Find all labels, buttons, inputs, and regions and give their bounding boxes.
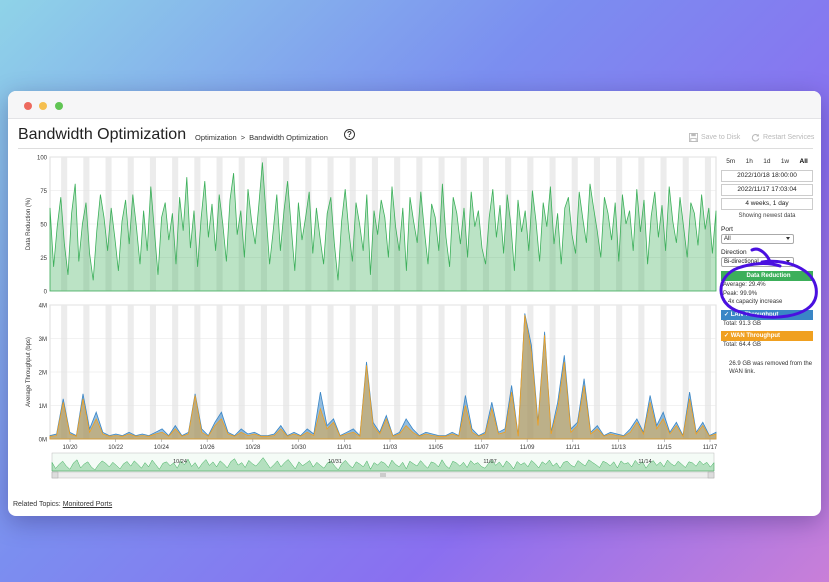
bandwidth-charts[interactable]: 0 25 50 75 100 Data Reduction (%) 0M 1M 2M 3M 4M Av…	[18, 153, 718, 493]
restart-services-label: Restart Services	[763, 134, 815, 141]
x-tick-label: 11/01	[337, 445, 352, 451]
lan-throughput-title: LAN Throughput	[730, 311, 779, 318]
lan-throughput-legend[interactable]: ✓ LAN Throughput	[721, 309, 813, 320]
breadcrumb-optimization[interactable]: Optimization	[195, 133, 237, 142]
header-divider	[18, 148, 813, 149]
scroll-right-button	[707, 471, 715, 479]
question-circle-icon[interactable]: ?	[344, 129, 355, 140]
x-tick-label: 10/30	[291, 445, 307, 451]
y-tick-label: 3M	[39, 337, 47, 343]
monitored-ports-link[interactable]: Monitored Ports	[62, 501, 113, 508]
y-tick-label: 75	[40, 189, 47, 195]
y-tick-label: 0M	[39, 438, 47, 444]
x-tick-label: 10/26	[200, 445, 216, 451]
direction-select-value: Bi-directional	[724, 259, 759, 265]
wan-throughput-title: WAN Throughput	[730, 333, 781, 339]
charts-container: 0 25 50 75 100 Data Reduction (%) 0M 1M 2M 3M 4M Av…	[18, 153, 718, 493]
y-tick-label: 25	[40, 256, 47, 262]
x-tick-label: 10/28	[245, 445, 261, 451]
wan-savings-summary: 26.9 GB was removed from the WAN link.	[729, 360, 813, 376]
wan-throughput-legend[interactable]: ✓ WAN Throughput	[721, 331, 813, 341]
y-tick-label: 100	[37, 156, 48, 162]
save-to-disk-label: Save to Disk	[701, 134, 741, 141]
range-tab-1d[interactable]: 1d	[763, 157, 771, 165]
related-topics-label: Related Topics:	[13, 501, 61, 508]
range-tabs: 5m 1h 1d 1w All	[721, 155, 813, 167]
wan-area-series	[49, 315, 717, 440]
save-to-disk-button[interactable]: Save to Disk	[689, 133, 740, 142]
x-tick-label: 11/15	[657, 445, 672, 451]
end-date-field[interactable]: 2022/11/17 17:03:04	[721, 184, 813, 196]
related-topics: Related Topics: Monitored Ports	[13, 501, 112, 508]
x-tick-label: 11/03	[383, 445, 398, 451]
breadcrumb-separator: >	[240, 133, 246, 142]
direction-select[interactable]: Bi-directional	[721, 257, 794, 267]
zoom-window-button[interactable]	[55, 102, 63, 110]
check-icon: ✓	[724, 333, 731, 339]
x-tick-label: 11/05	[428, 445, 443, 451]
minimize-window-button[interactable]	[39, 102, 47, 110]
x-tick-label: 10/20	[62, 445, 78, 451]
x-tick-label: 11/13	[611, 445, 626, 451]
navigator-series	[51, 457, 715, 472]
y-tick-label: 4M	[39, 304, 47, 310]
restart-services-button[interactable]: Restart Services	[751, 133, 814, 142]
y-axis-label: Data Reduction (%)	[26, 198, 32, 250]
y-tick-label: 1M	[39, 404, 47, 410]
reduction-area-series	[49, 162, 717, 292]
chevron-down-icon	[786, 260, 790, 263]
port-label: Port	[721, 226, 733, 233]
scroll-thumb	[380, 473, 386, 477]
range-tab-1w[interactable]: 1w	[780, 157, 790, 165]
duration-field: 4 weeks, 1 day	[721, 198, 813, 210]
x-tick-label: 11/09	[520, 445, 535, 451]
data-reduction-peak: Peak: 99.9%	[723, 290, 758, 297]
chevron-down-icon	[786, 237, 790, 240]
scroll-left-button	[51, 471, 59, 479]
lan-throughput-total: Total: 91.3 GB	[723, 320, 762, 327]
x-tick-label: 10/24	[154, 445, 170, 451]
app-window: Bandwidth Optimization Optimization > Band…	[8, 91, 821, 516]
breadcrumb-current: Bandwidth Optimization	[249, 133, 328, 142]
x-tick-label: 11/07	[474, 445, 489, 451]
range-tab-1h[interactable]: 1h	[745, 157, 753, 165]
range-tab-5m[interactable]: 5m	[726, 157, 736, 165]
side-panel: 5m 1h 1d 1w All 2022/10/18 18:00:00 2022…	[721, 155, 813, 377]
wan-throughput-total: Total: 64.4 GB	[723, 342, 762, 348]
start-date-field[interactable]: 2022/10/18 18:00:00	[721, 170, 813, 182]
x-tick-label: 10/22	[108, 445, 124, 451]
data-reduction-capacity: 1.4x capacity increase	[723, 299, 783, 305]
navigator-label: 11/14	[638, 459, 651, 465]
data-reduction-legend[interactable]: Data Reduction	[721, 271, 813, 281]
breadcrumb: Optimization > Bandwidth Optimization	[195, 133, 328, 142]
x-tick-label: 11/17	[703, 445, 718, 451]
y-axis-label: Average Throughput (bps)	[26, 337, 32, 407]
direction-label: Direction	[721, 249, 747, 256]
floppy-icon	[689, 133, 698, 142]
refresh-icon	[751, 133, 760, 142]
x-tick-label: 11/11	[566, 445, 581, 451]
y-tick-label: 2M	[39, 371, 47, 377]
navigator-label: 11/07	[483, 459, 496, 465]
title-bar	[8, 91, 821, 119]
port-select[interactable]: All	[721, 234, 794, 244]
navigator-label: 10/24	[173, 459, 187, 465]
port-select-value: All	[724, 236, 731, 242]
y-tick-label: 50	[40, 223, 47, 229]
showing-newest-note: Showing newest data	[738, 213, 796, 219]
data-reduction-average: Average: 29.4%	[723, 282, 766, 288]
page-title: Bandwidth Optimization	[18, 126, 187, 143]
page-header: Bandwidth Optimization Optimization > Band…	[18, 126, 814, 148]
y-tick-label: 0	[44, 290, 48, 296]
close-window-button[interactable]	[24, 102, 32, 110]
range-tab-all[interactable]: All	[799, 157, 808, 165]
check-icon: ✓	[724, 311, 731, 318]
navigator-label: 10/31	[328, 459, 342, 465]
